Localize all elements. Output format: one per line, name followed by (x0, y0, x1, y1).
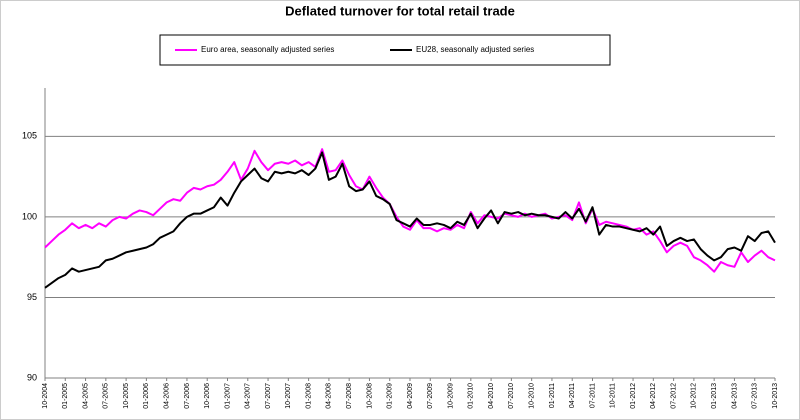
legend-label: Euro area, seasonally adjusted series (201, 45, 334, 54)
legend-label: EU28, seasonally adjusted series (416, 45, 534, 54)
x-tick-label: 10-2008 (366, 383, 373, 409)
x-tick-label: 04-2006 (164, 383, 171, 409)
x-tick-label: 04-2007 (245, 383, 252, 409)
x-tick-label: 07-2011 (589, 383, 596, 408)
x-tick-label: 10-2012 (691, 383, 698, 409)
y-tick-label: 105 (22, 131, 37, 141)
x-tick-label: 01-2013 (711, 383, 718, 409)
x-tick-label: 04-2012 (650, 383, 657, 409)
x-tick-label: 07-2013 (752, 383, 759, 409)
series-line (44, 151, 776, 289)
series-line (44, 148, 776, 273)
x-tick-label: 01-2012 (630, 383, 637, 409)
x-tick-label: 04-2010 (488, 383, 495, 409)
x-tick-label: 07-2010 (508, 383, 515, 409)
x-tick-label: 07-2008 (346, 383, 353, 409)
x-tick-label: 10-2004 (42, 383, 49, 409)
x-tick-label: 07-2005 (103, 383, 110, 409)
x-tick-label: 01-2009 (387, 383, 394, 409)
x-tick-label: 01-2007 (224, 383, 231, 409)
x-tick-label: 10-2013 (772, 383, 779, 409)
x-tick-label: 01-2005 (62, 383, 69, 409)
x-tick-label: 04-2008 (326, 383, 333, 409)
x-tick-label: 10-2006 (204, 383, 211, 409)
y-tick-label: 100 (22, 211, 37, 221)
x-tick-label: 10-2009 (447, 383, 454, 409)
x-tick-label: 07-2007 (265, 383, 272, 409)
x-tick-label: 10-2011 (610, 383, 617, 408)
x-tick-label: 10-2010 (529, 383, 536, 409)
x-tick-label: 01-2011 (549, 383, 556, 408)
y-tick-label: 90 (27, 372, 37, 382)
x-tick-label: 10-2007 (285, 383, 292, 409)
x-tick-label: 07-2006 (184, 383, 191, 409)
x-tick-label: 04-2005 (82, 383, 89, 409)
x-tick-label: 07-2009 (427, 383, 434, 409)
x-tick-label: 01-2010 (468, 383, 475, 409)
x-tick-label: 01-2008 (305, 383, 312, 409)
x-tick-label: 04-2013 (731, 383, 738, 409)
y-tick-label: 95 (27, 292, 37, 302)
x-tick-label: 01-2006 (143, 383, 150, 409)
x-tick-label: 10-2005 (123, 383, 130, 409)
x-tick-label: 04-2011 (569, 383, 576, 408)
x-tick-label: 04-2009 (407, 383, 414, 409)
legend-box (159, 34, 611, 66)
x-tick-label: 07-2012 (670, 383, 677, 409)
chart-title: Deflated turnover for total retail trade (285, 3, 515, 18)
